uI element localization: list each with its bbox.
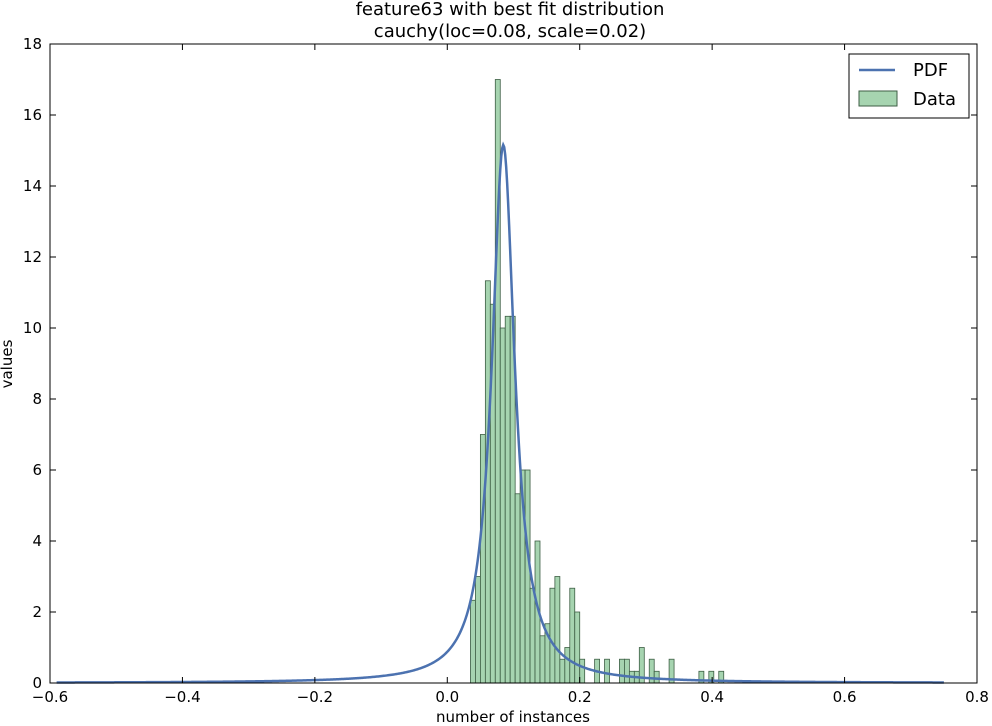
x-tick-label: 0.2 <box>568 688 592 706</box>
chart-title: feature63 with best fit distribution <box>356 0 665 20</box>
histogram-bar <box>604 658 610 684</box>
histogram-bar <box>569 587 576 684</box>
histogram-bar <box>479 434 486 684</box>
histogram-bar <box>529 587 536 684</box>
y-tick-label: 12 <box>23 248 42 266</box>
y-tick-label: 8 <box>32 390 42 408</box>
y-tick-label: 18 <box>23 35 42 53</box>
x-tick-label: −0.4 <box>164 688 200 706</box>
histogram-bar <box>554 576 561 684</box>
y-tick-label: 0 <box>32 674 42 692</box>
chart-subtitle: cauchy(loc=0.08, scale=0.02) <box>374 21 646 42</box>
legend-pdf-label: PDF <box>913 60 948 81</box>
histogram-bar <box>549 587 556 684</box>
histogram-bar <box>574 611 581 684</box>
y-axis-label: values <box>0 339 16 388</box>
histogram-bar <box>564 647 571 684</box>
x-tick-label: −0.2 <box>297 688 333 706</box>
y-tick-label: 10 <box>23 319 42 337</box>
histogram-bar <box>499 327 506 684</box>
x-tick-label: 0.6 <box>833 688 857 706</box>
plot-frame <box>49 43 978 684</box>
legend-data-label: Data <box>913 89 956 110</box>
y-tick-label: 16 <box>23 106 42 124</box>
histogram-bar <box>504 315 511 684</box>
x-tick-label: 0.8 <box>965 688 989 706</box>
histogram-bars <box>470 79 725 684</box>
y-tick-label: 4 <box>32 532 42 550</box>
x-tick-label: 0.4 <box>700 688 724 706</box>
histogram-bar <box>579 658 586 684</box>
histogram-bar <box>653 670 660 684</box>
y-axis-ticks: 0 2 4 6 8 10 12 14 16 18 <box>23 35 977 692</box>
legend: PDF Data <box>848 53 970 119</box>
histogram-bar <box>539 635 546 684</box>
x-tick-label: 0.0 <box>435 688 459 706</box>
x-axis-ticks: −0.6 −0.4 −0.2 0.0 0.2 0.4 0.6 0.8 <box>32 44 989 706</box>
x-tick-label: −0.6 <box>32 688 68 706</box>
y-tick-label: 2 <box>32 603 42 621</box>
histogram-bar <box>524 469 531 684</box>
y-tick-label: 6 <box>32 461 42 479</box>
histogram-bar <box>624 658 630 684</box>
histogram-bar <box>475 576 481 684</box>
y-tick-label: 14 <box>23 177 42 195</box>
legend-data-swatch <box>858 90 898 107</box>
histogram-bar <box>514 493 521 684</box>
histogram-bar <box>470 599 476 684</box>
histogram-bar <box>559 658 566 684</box>
pdf-curve <box>56 141 944 684</box>
x-axis-label: number of instances <box>436 708 590 726</box>
histogram-bar <box>619 658 625 684</box>
legend-box <box>848 53 970 119</box>
